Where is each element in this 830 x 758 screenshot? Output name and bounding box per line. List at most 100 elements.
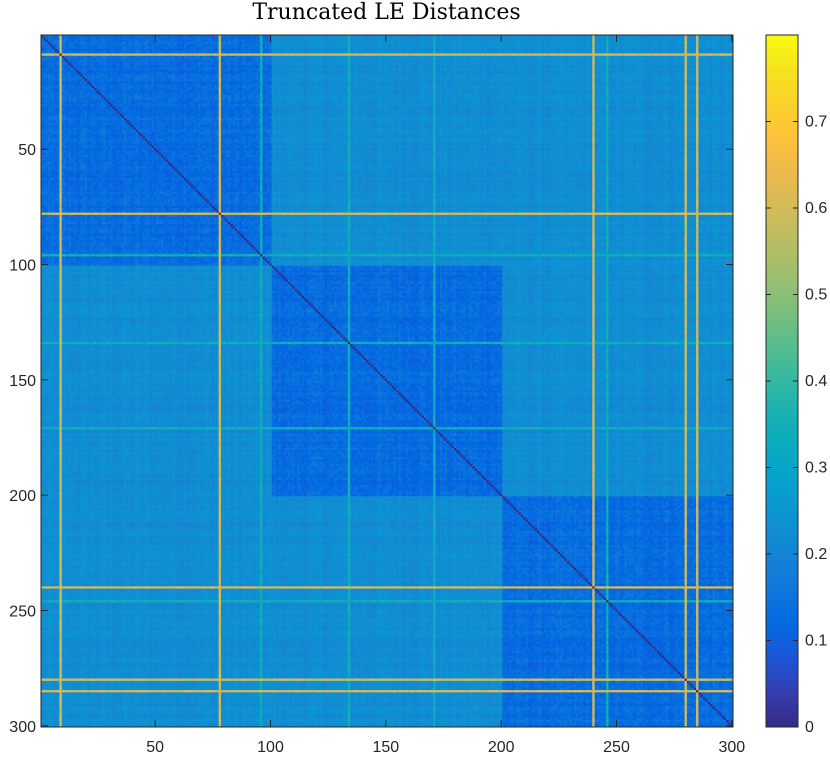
heatmap-cell — [567, 44, 570, 47]
heatmap-cell — [493, 42, 496, 45]
heatmap-cell — [650, 37, 653, 40]
heatmap-cell — [343, 47, 346, 50]
heatmap-cell — [159, 40, 162, 43]
heatmap-cell — [461, 37, 464, 40]
heatmap-cell — [627, 47, 630, 50]
heatmap-cell — [235, 40, 238, 43]
heatmap-cell — [59, 49, 62, 52]
heatmap-cell — [276, 42, 279, 45]
heatmap-cell — [239, 40, 242, 43]
heatmap-cell — [154, 47, 157, 50]
heatmap-cell — [578, 47, 581, 50]
heatmap-cell — [565, 37, 568, 40]
heatmap-cell — [357, 44, 360, 47]
heatmap-cell — [362, 37, 365, 40]
heatmap-cell — [216, 44, 219, 47]
heatmap-cell — [419, 44, 422, 47]
heatmap-cell — [189, 44, 192, 47]
heatmap-cell — [569, 37, 572, 40]
heatmap-cell — [302, 49, 305, 52]
heatmap-cell — [604, 49, 607, 52]
heatmap-cell — [477, 42, 480, 45]
heatmap-cell — [502, 40, 505, 43]
heatmap-cell — [50, 42, 53, 45]
heatmap-cell — [671, 40, 674, 43]
heatmap-cell — [80, 37, 83, 40]
heatmap-cell — [629, 37, 632, 40]
heatmap-cell — [445, 49, 448, 52]
heatmap-cell — [442, 49, 445, 52]
heatmap-cell — [322, 37, 325, 40]
heatmap-cell — [694, 44, 697, 47]
heatmap-cell — [182, 42, 185, 45]
heatmap-cell — [705, 37, 708, 40]
heatmap-cell — [401, 37, 404, 40]
heatmap-cell — [505, 37, 508, 40]
heatmap-cell — [452, 44, 455, 47]
heatmap-cell — [463, 40, 466, 43]
heatmap-cell — [85, 49, 88, 52]
heatmap-cell — [694, 47, 697, 50]
heatmap-cell — [440, 40, 443, 43]
heatmap-cell — [219, 47, 222, 50]
heatmap-cell — [362, 44, 365, 47]
heatmap-cell — [239, 44, 242, 47]
heatmap-cell — [592, 47, 595, 50]
heatmap-cell — [583, 49, 586, 52]
heatmap-cell — [539, 47, 542, 50]
heatmap-cell — [505, 47, 508, 50]
heatmap-cell — [685, 42, 688, 45]
heatmap-cell — [115, 49, 118, 52]
heatmap-cell — [327, 42, 330, 45]
heatmap-cell — [306, 37, 309, 40]
heatmap-cell — [46, 49, 49, 52]
heatmap-cell — [719, 47, 722, 50]
heatmap-cell — [488, 42, 491, 45]
heatmap-cell — [509, 44, 512, 47]
heatmap-cell — [73, 47, 76, 50]
heatmap-cell — [643, 40, 646, 43]
heatmap-cell — [288, 40, 291, 43]
heatmap-cell — [184, 40, 187, 43]
heatmap-cell — [309, 37, 312, 40]
heatmap-cell — [648, 37, 651, 40]
heatmap-cell — [196, 49, 199, 52]
heatmap-cell — [304, 37, 307, 40]
heatmap-cell — [279, 37, 282, 40]
heatmap-cell — [50, 47, 53, 50]
heatmap-cell — [498, 40, 501, 43]
heatmap-cell — [161, 37, 164, 40]
heatmap-cell — [122, 37, 125, 40]
heatmap-cell — [419, 37, 422, 40]
heatmap-cell — [246, 42, 249, 45]
heatmap-cell — [576, 47, 579, 50]
heatmap-cell — [299, 47, 302, 50]
heatmap-cell — [468, 40, 471, 43]
heatmap-cell — [726, 49, 729, 52]
heatmap-cell — [629, 47, 632, 50]
heatmap-cell — [583, 47, 586, 50]
heatmap-cell — [539, 37, 542, 40]
heatmap-cell — [373, 49, 376, 52]
heatmap-cell — [106, 51, 109, 54]
heatmap-cell — [322, 47, 325, 50]
heatmap-cell — [685, 49, 688, 52]
heatmap-cell — [345, 42, 348, 45]
heatmap-cell — [149, 49, 152, 52]
heatmap-cell — [228, 37, 231, 40]
heatmap-cell — [724, 47, 727, 50]
heatmap-cell — [606, 44, 609, 47]
heatmap-cell — [175, 37, 178, 40]
heatmap-cell — [491, 37, 494, 40]
heatmap-cell — [535, 49, 538, 52]
heatmap-cell — [576, 49, 579, 52]
heatmap-cell — [542, 42, 545, 45]
heatmap-cell — [539, 40, 542, 43]
heatmap-cell — [401, 49, 404, 52]
heatmap-cell — [440, 44, 443, 47]
heatmap-cell — [59, 44, 62, 47]
heatmap-cell — [200, 37, 203, 40]
heatmap-cell — [565, 44, 568, 47]
heatmap-cell — [205, 44, 208, 47]
heatmap-cell — [629, 40, 632, 43]
